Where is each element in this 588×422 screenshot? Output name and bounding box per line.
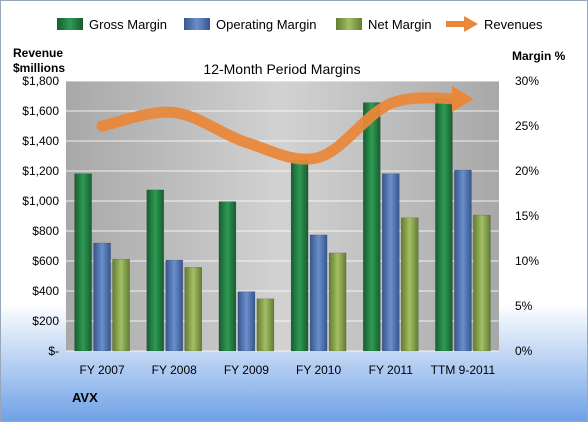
left-tick-label: $800 — [32, 224, 59, 238]
bar-net-margin — [256, 298, 275, 352]
bar-operating-margin — [165, 259, 183, 352]
bar-operating-margin — [382, 173, 400, 352]
left-axis-ticks: $- $200 $400 $600 $800 $1,000 $1,200 $1,400 $1,6… — [22, 74, 59, 358]
right-tick-label: 0% — [515, 344, 533, 358]
bar-net-margin — [328, 252, 347, 352]
revenues-point — [245, 142, 247, 143]
x-tick-label: TTM 9-2011 — [431, 363, 496, 377]
company-label: AVX — [72, 390, 98, 405]
revenues-line — [96, 92, 469, 165]
x-tick-label: FY 2010 — [296, 363, 341, 377]
left-tick-label: $1,600 — [22, 104, 59, 118]
bar-gross-margin — [435, 97, 453, 352]
revenues-point — [390, 103, 392, 104]
x-tick-label: FY 2009 — [224, 363, 269, 377]
right-tick-label: 20% — [515, 164, 539, 178]
revenues-point — [101, 125, 103, 127]
legend-swatch-gross-margin — [57, 18, 83, 30]
right-tick-label: 15% — [515, 209, 539, 223]
legend-label-revenues: Revenues — [484, 17, 543, 32]
bar-operating-margin — [309, 234, 328, 352]
right-axis-ticks: 0% 5% 10% 15% 20% 25% 30% — [515, 74, 539, 358]
left-tick-label: $1,400 — [22, 134, 59, 148]
legend-swatch-operating-margin — [184, 18, 210, 30]
legend-swatch-net-margin — [336, 18, 362, 30]
bar-net-margin — [473, 214, 491, 352]
revenues-point — [462, 98, 464, 100]
x-tick-label: FY 2011 — [369, 363, 414, 377]
bar-net-margin — [401, 217, 419, 352]
bar-operating-margin — [454, 169, 472, 352]
x-axis-ticks: FY 2007 FY 2008 FY 2009 FY 2010 FY 2011 TTM 9… — [80, 363, 496, 377]
bar-gross-margin — [290, 159, 309, 352]
legend-arrowhead-revenues — [464, 16, 478, 32]
right-tick-label: 30% — [515, 74, 539, 88]
left-tick-label: $600 — [32, 254, 59, 268]
bar-gross-margin — [74, 173, 92, 352]
revenues-point — [173, 112, 175, 113]
revenues-point — [318, 157, 320, 158]
legend-label-net-margin: Net Margin — [368, 17, 432, 32]
right-tick-label: 5% — [515, 299, 533, 313]
bars — [74, 97, 491, 352]
revenue-line-layer — [96, 86, 474, 165]
left-tick-label: $1,800 — [22, 74, 59, 88]
bar-operating-margin — [237, 291, 256, 352]
legend: Gross Margin Operating Margin Net Margin… — [57, 16, 543, 32]
left-tick-label: $- — [48, 344, 59, 358]
left-tick-label: $400 — [32, 284, 59, 298]
legend-label-gross-margin: Gross Margin — [89, 17, 167, 32]
bar-operating-margin — [93, 242, 111, 352]
gridlines — [66, 80, 499, 352]
right-axis-title: Margin % — [512, 49, 566, 63]
x-tick-label: FY 2007 — [80, 363, 125, 377]
left-tick-label: $1,200 — [22, 164, 59, 178]
left-tick-label: $1,000 — [22, 194, 59, 208]
chart-title: 12-Month Period Margins — [203, 61, 360, 77]
left-tick-label: $200 — [32, 314, 59, 328]
bar-gross-margin — [146, 189, 164, 352]
bar-gross-margin — [218, 201, 237, 352]
bar-net-margin — [112, 258, 130, 352]
bar-net-margin — [184, 267, 202, 352]
plot-area — [66, 81, 499, 351]
x-tick-label: FY 2008 — [152, 363, 197, 377]
bar-gross-margin — [363, 102, 381, 352]
left-axis-title-line1: Revenue — [13, 46, 63, 60]
right-tick-label: 25% — [515, 119, 539, 133]
right-tick-label: 10% — [515, 254, 539, 268]
legend-label-operating-margin: Operating Margin — [216, 17, 316, 32]
left-axis-title-line2: $millions — [13, 61, 65, 75]
